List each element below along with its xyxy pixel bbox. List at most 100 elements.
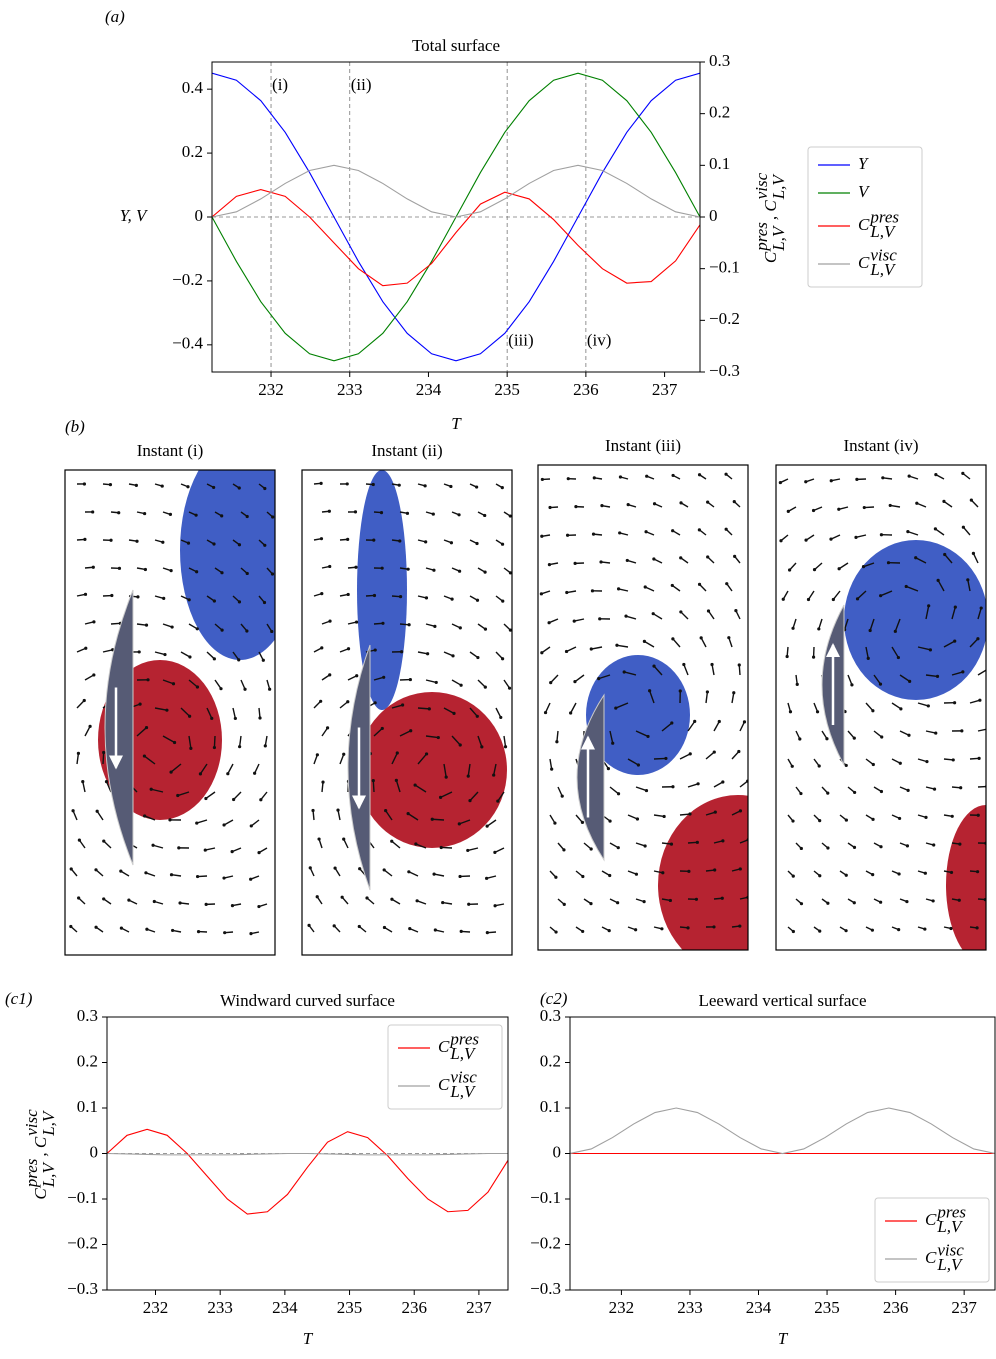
vector-head: [958, 843, 961, 846]
vector-head: [204, 848, 207, 851]
vector-head: [205, 903, 208, 906]
vector-head: [879, 845, 882, 848]
vector-head: [721, 839, 724, 842]
vector-head: [258, 716, 261, 719]
vector-head: [707, 609, 710, 612]
vector-head: [249, 878, 252, 881]
vector-head: [544, 711, 547, 714]
vector-head: [83, 538, 86, 541]
vector-head: [259, 798, 262, 801]
x-tick-label: 232: [609, 1298, 635, 1317]
vector-head: [565, 591, 568, 594]
vector-head: [501, 543, 504, 546]
vector-head: [83, 482, 86, 485]
vector-head: [508, 687, 511, 690]
vector-head: [263, 601, 266, 604]
velocity-vector: [418, 708, 429, 709]
x-tick-label: 237: [652, 380, 678, 399]
y-tick-label: 0.1: [77, 1097, 98, 1116]
vector-head: [791, 627, 794, 630]
vector-head: [243, 688, 246, 691]
vector-head: [879, 901, 882, 904]
label-base: C: [438, 1037, 450, 1056]
vector-head: [355, 674, 358, 677]
vector-head: [485, 877, 488, 880]
vector-head: [548, 563, 551, 566]
vorticity-negative: [844, 540, 988, 700]
velocity-vector: [214, 736, 215, 748]
vector-head: [660, 927, 663, 930]
vector-head: [499, 716, 502, 719]
y2-tick-label: −0.1: [709, 258, 740, 277]
vector-head: [978, 699, 981, 702]
vector-head: [856, 597, 859, 600]
vector-head: [213, 657, 216, 660]
vector-head: [898, 817, 901, 820]
panel-label: (c1): [5, 989, 33, 1008]
vector-head: [475, 542, 478, 545]
vector-head: [887, 561, 890, 564]
x-tick-label: 236: [401, 1298, 427, 1317]
x-tick-label: 237: [951, 1298, 977, 1317]
vector-head: [144, 568, 147, 571]
vector-head: [698, 583, 701, 586]
vector-head: [486, 825, 489, 828]
vector-head: [320, 537, 323, 540]
y-tick-label: 0: [553, 1142, 562, 1161]
vector-head: [144, 871, 147, 874]
vector-head: [590, 647, 593, 650]
vector-head: [178, 901, 181, 904]
vector-head: [493, 904, 496, 907]
vector-head: [706, 690, 709, 693]
vector-head: [597, 677, 600, 680]
x-axis-label: T: [303, 1329, 314, 1348]
vector-head: [554, 930, 557, 933]
vector-head: [84, 593, 87, 596]
vector-head: [830, 479, 833, 482]
vector-head: [346, 482, 349, 485]
vector-head: [91, 510, 94, 513]
vector-head: [573, 620, 576, 623]
vector-head: [77, 896, 80, 899]
vector-head: [476, 599, 479, 602]
y-tick-label: 0.2: [182, 142, 203, 161]
vector-head: [733, 500, 736, 503]
vorticity-negative: [180, 440, 300, 660]
vector-head: [581, 930, 584, 933]
vector-head: [92, 620, 95, 623]
vector-head: [94, 868, 97, 871]
chart-title: Windward curved surface: [220, 991, 395, 1010]
vector-head: [83, 699, 86, 702]
vector-head: [231, 904, 234, 907]
vector-head: [196, 627, 199, 630]
vector-head: [871, 818, 874, 821]
vector-head: [145, 624, 148, 627]
vector-head: [425, 596, 428, 599]
vector-head: [943, 553, 946, 556]
vector-head: [899, 707, 902, 710]
vector-head: [382, 676, 385, 679]
vector-head: [171, 625, 174, 628]
panel-label: (a): [105, 7, 125, 26]
vector-head: [374, 648, 377, 651]
vector-head: [643, 900, 646, 903]
vector-head: [135, 484, 138, 487]
vector-head: [679, 610, 682, 613]
vector-head: [563, 903, 566, 906]
vector-head: [862, 565, 865, 568]
vector-head: [432, 873, 435, 876]
vector-head: [459, 626, 462, 629]
y-tick-label: −0.2: [67, 1233, 98, 1252]
vector-head: [924, 816, 927, 819]
vector-head: [354, 566, 357, 569]
vector-head: [592, 533, 595, 536]
vector-head: [501, 657, 504, 660]
y-tick-label: −0.2: [530, 1233, 561, 1252]
vector-head: [78, 839, 81, 842]
vector-head: [853, 901, 856, 904]
vector-head: [77, 752, 80, 755]
vector-head: [435, 681, 438, 684]
series-line: [212, 190, 700, 286]
vector-head: [188, 715, 191, 718]
